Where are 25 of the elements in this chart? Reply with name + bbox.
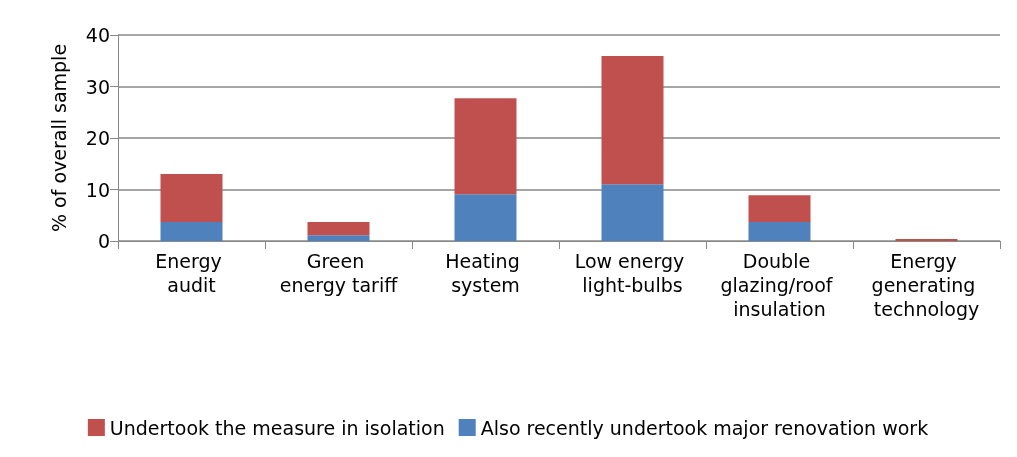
bar (307, 235, 370, 241)
bar (895, 238, 958, 241)
bar (748, 221, 811, 241)
x-tick-label: Energy generating technology (871, 250, 982, 320)
x-tick-label: Energy audit (155, 250, 228, 296)
bar (160, 174, 223, 222)
x-tick-label: Heating system (445, 250, 526, 296)
y-tick-label: 30 (85, 75, 110, 98)
y-tick-label: 20 (85, 127, 110, 149)
legend-label: Undertook the measure in isolation (109, 416, 445, 439)
y-axis-title: % of overall sample (47, 43, 70, 233)
x-tick-label: Green energy tariff (279, 250, 399, 296)
bar (160, 221, 223, 241)
bar (454, 98, 517, 195)
x-tick-label: Double glazing/roof insulation (720, 250, 839, 320)
y-tick-label: 10 (85, 178, 110, 201)
y-tick-label: 0 (97, 230, 110, 252)
bar (454, 194, 517, 241)
x-tick-label: Low energy light-bulbs (574, 250, 691, 296)
y-tick-label: 40 (85, 24, 110, 46)
bar (601, 184, 664, 241)
legend-label: Also recently undertook major renovation work (480, 416, 929, 439)
bar (307, 221, 370, 236)
bar (748, 195, 811, 222)
bar (601, 56, 664, 185)
